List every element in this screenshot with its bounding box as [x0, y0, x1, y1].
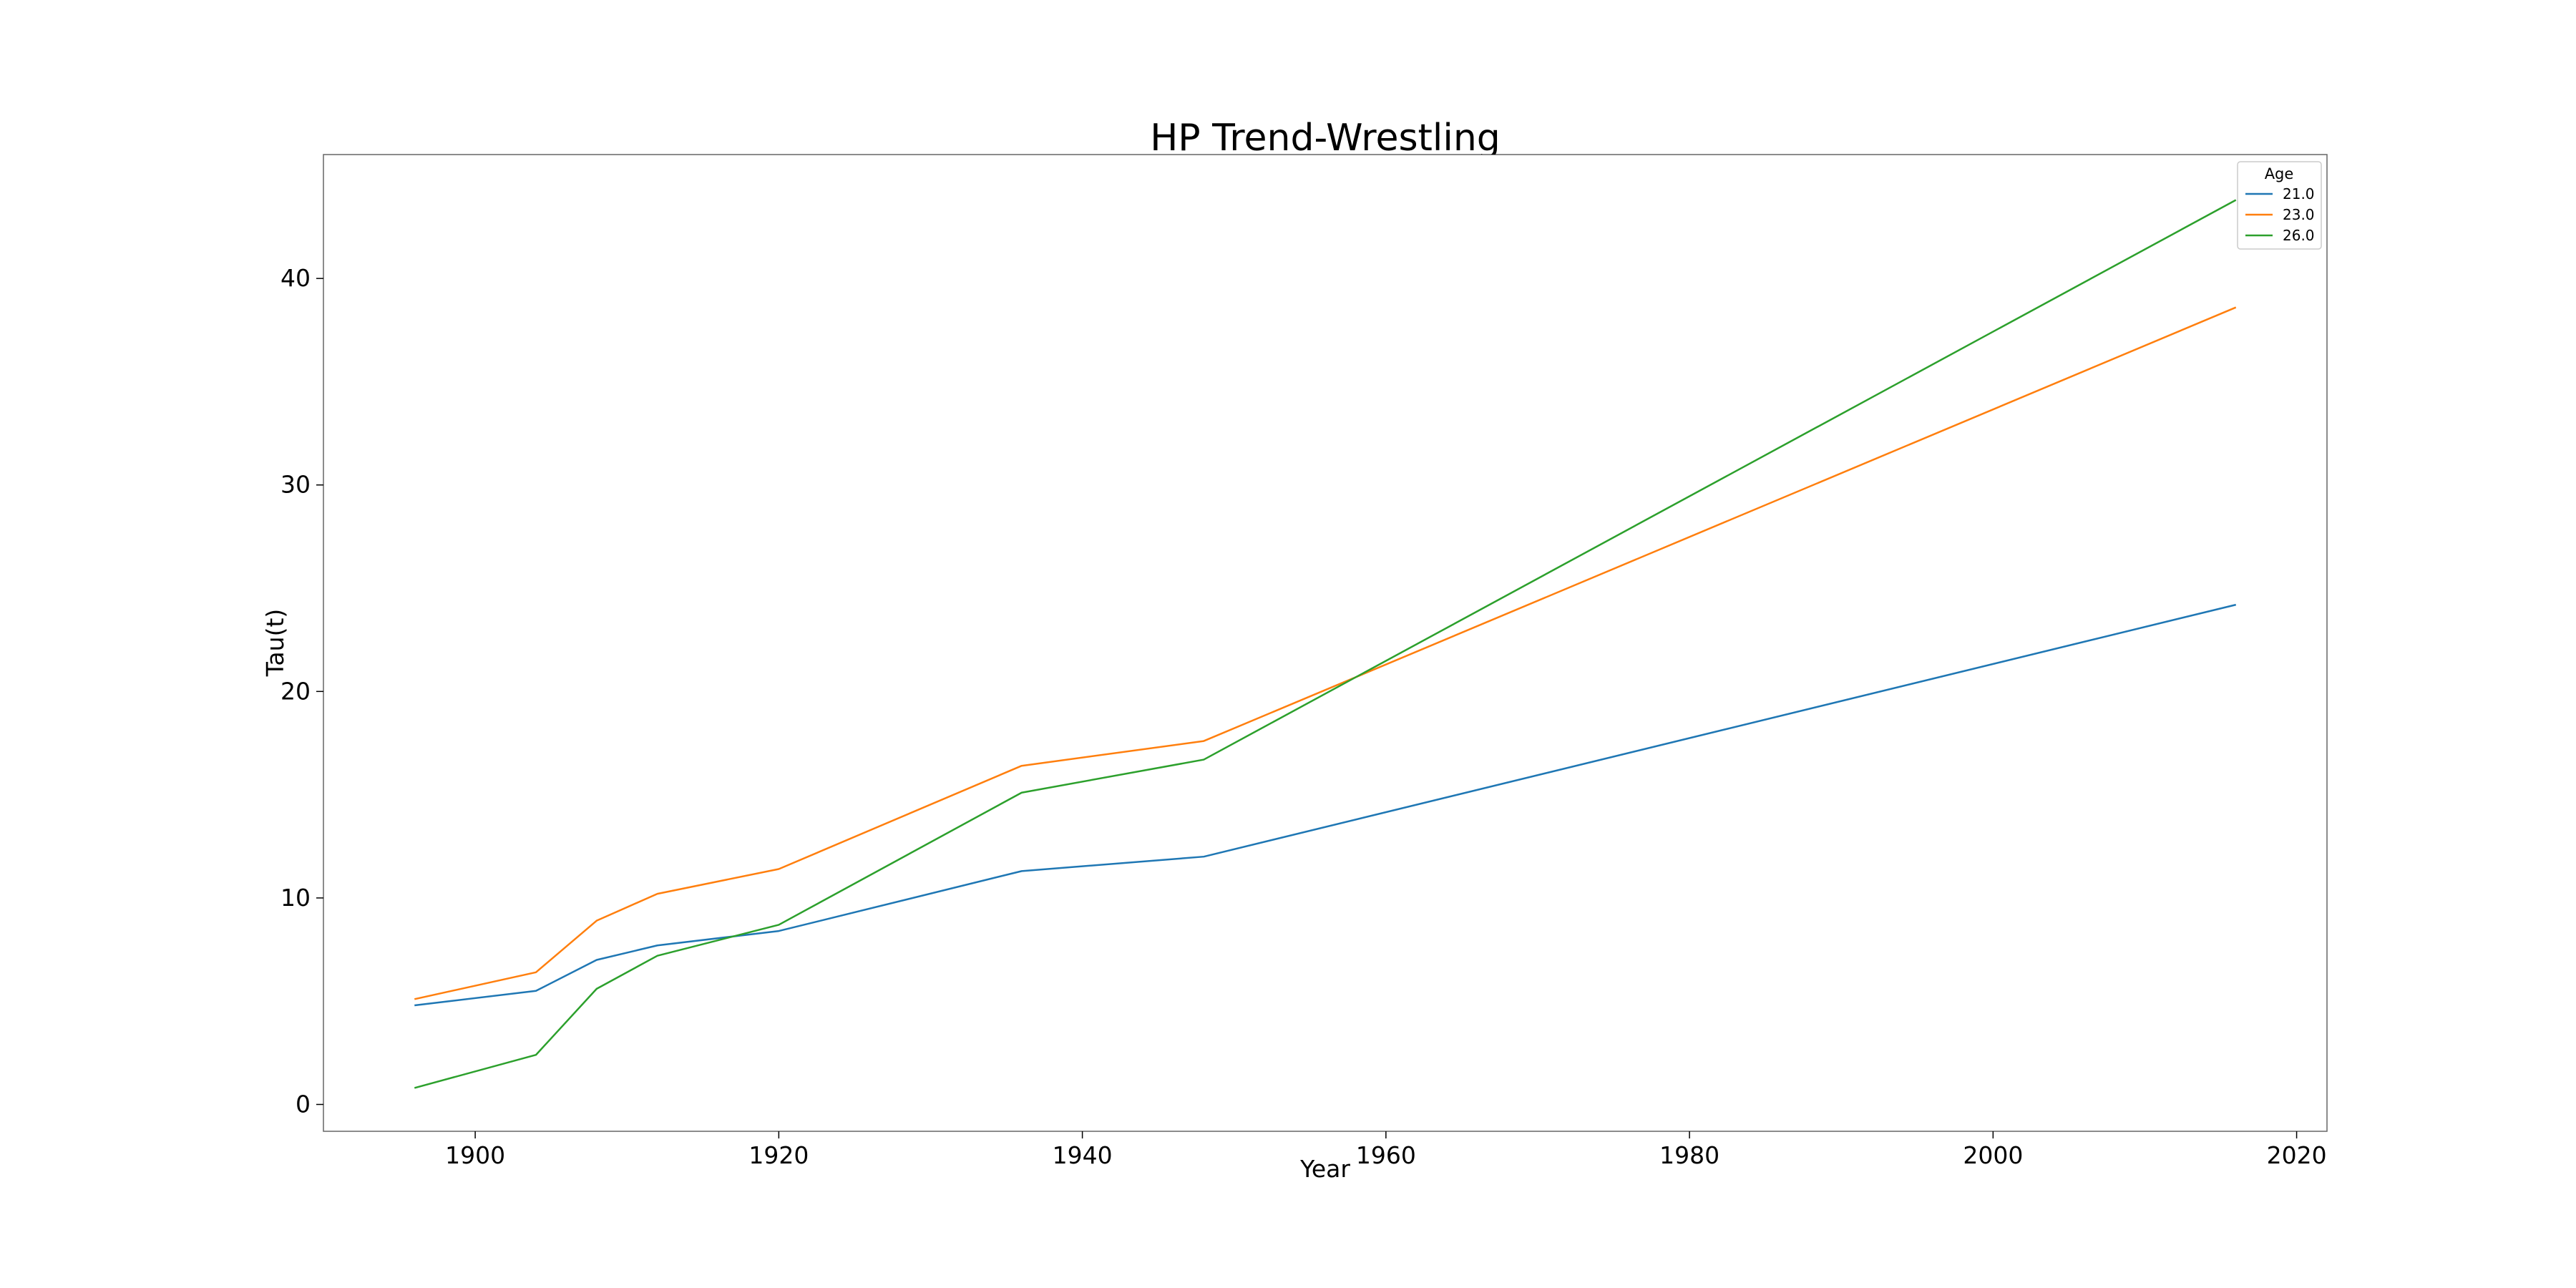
x-tick-label: 1920: [748, 1141, 809, 1169]
series-line-26-0: [414, 199, 2237, 1089]
y-tick-label: 10: [280, 884, 311, 912]
y-axis-label: Tau(t): [261, 609, 289, 678]
x-axis: 1900 1920 1940 1960 1980 2000 2020: [445, 1131, 2327, 1169]
legend: Age 21.0 23.0 26.0: [2237, 161, 2322, 250]
chart-title: HP Trend-Wrestling: [1150, 117, 1501, 160]
y-axis: 0 10 20 30 40: [280, 264, 323, 1118]
legend-label: 21.0: [2283, 185, 2315, 203]
series-line-21-0: [414, 603, 2237, 1007]
y-tick-label: 40: [280, 264, 311, 292]
legend-label: 26.0: [2283, 227, 2315, 244]
x-tick-label: 1980: [1659, 1141, 1719, 1169]
x-tick-label: 1960: [1356, 1141, 1416, 1169]
x-tick-label: 2000: [1963, 1141, 2023, 1169]
x-tick-label: 1900: [445, 1141, 505, 1169]
legend-title: Age: [2265, 165, 2294, 182]
series-lines: [414, 199, 2237, 1089]
x-tick-label: 2020: [2267, 1141, 2327, 1169]
legend-box: [2237, 161, 2322, 250]
x-axis-label: Year: [1299, 1155, 1350, 1183]
x-tick-label: 1940: [1053, 1141, 1113, 1169]
y-tick-label: 30: [280, 471, 311, 499]
y-tick-label: 0: [296, 1090, 311, 1118]
legend-label: 23.0: [2283, 206, 2315, 223]
series-line-23-0: [414, 306, 2237, 1000]
y-tick-label: 20: [280, 677, 311, 705]
plot-area: [323, 154, 2328, 1132]
